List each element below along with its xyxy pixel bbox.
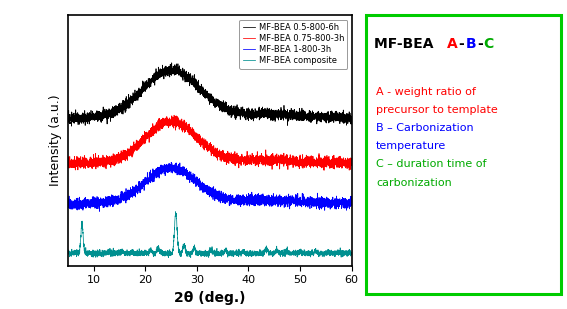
Line: MF-BEA 0.5-800-6h: MF-BEA 0.5-800-6h bbox=[68, 63, 352, 126]
MF-BEA 1-800-3h bbox=[65, 197, 71, 200]
MF-BEA 1-800-3h bbox=[325, 204, 332, 208]
MF-BEA composite bbox=[184, 252, 191, 255]
MF-BEA composite bbox=[65, 251, 71, 254]
MF-BEA 0.5-800-6h bbox=[186, 76, 193, 80]
Text: carbonization: carbonization bbox=[376, 178, 452, 188]
MF-BEA 0.75-800-3h bbox=[340, 160, 346, 164]
X-axis label: 2θ (deg.): 2θ (deg.) bbox=[174, 291, 246, 305]
MF-BEA composite bbox=[186, 253, 193, 257]
Line: MF-BEA 1-800-3h: MF-BEA 1-800-3h bbox=[68, 162, 352, 211]
Text: temperature: temperature bbox=[376, 141, 446, 151]
Text: C – duration time of: C – duration time of bbox=[376, 159, 486, 169]
MF-BEA 0.75-800-3h bbox=[184, 125, 191, 129]
MF-BEA composite bbox=[165, 256, 172, 260]
Text: -: - bbox=[458, 37, 464, 51]
MF-BEA composite bbox=[270, 250, 277, 253]
MF-BEA 0.5-800-6h bbox=[184, 76, 191, 79]
MF-BEA 0.75-800-3h bbox=[171, 113, 177, 117]
Text: precursor to template: precursor to template bbox=[376, 105, 498, 115]
MF-BEA 0.75-800-3h bbox=[65, 159, 71, 163]
MF-BEA 0.75-800-3h bbox=[320, 168, 327, 172]
Text: A: A bbox=[447, 37, 458, 51]
MF-BEA 0.75-800-3h bbox=[270, 156, 277, 159]
MF-BEA 0.5-800-6h bbox=[270, 115, 277, 119]
MF-BEA 0.75-800-3h bbox=[348, 163, 355, 167]
MF-BEA 0.5-800-6h bbox=[65, 115, 71, 118]
Text: A - weight ratio of: A - weight ratio of bbox=[376, 87, 476, 96]
Line: MF-BEA composite: MF-BEA composite bbox=[68, 212, 352, 258]
MF-BEA 0.5-800-6h bbox=[168, 61, 175, 65]
MF-BEA composite bbox=[172, 210, 179, 214]
MF-BEA composite bbox=[348, 252, 355, 256]
MF-BEA 0.5-800-6h bbox=[348, 122, 355, 126]
MF-BEA 1-800-3h bbox=[184, 172, 191, 176]
MF-BEA 1-800-3h bbox=[186, 175, 193, 179]
MF-BEA 0.75-800-3h bbox=[200, 140, 206, 143]
MF-BEA 0.75-800-3h bbox=[325, 157, 332, 161]
Text: -: - bbox=[477, 37, 483, 51]
MF-BEA 0.5-800-6h bbox=[325, 119, 332, 122]
MF-BEA 1-800-3h bbox=[348, 203, 355, 207]
MF-BEA 0.5-800-6h bbox=[200, 89, 206, 93]
Text: B – Carbonization: B – Carbonization bbox=[376, 123, 473, 133]
MF-BEA 0.5-800-6h bbox=[68, 124, 75, 128]
MF-BEA 1-800-3h bbox=[270, 203, 277, 206]
Text: C: C bbox=[484, 37, 494, 51]
Text: B: B bbox=[466, 37, 476, 51]
Y-axis label: Intensity (a.u.): Intensity (a.u.) bbox=[49, 95, 62, 186]
MF-BEA composite bbox=[340, 252, 346, 256]
MF-BEA 1-800-3h bbox=[340, 199, 346, 203]
MF-BEA 1-800-3h bbox=[168, 160, 175, 164]
Line: MF-BEA 0.75-800-3h: MF-BEA 0.75-800-3h bbox=[68, 115, 352, 170]
MF-BEA composite bbox=[200, 253, 206, 256]
MF-BEA 0.5-800-6h bbox=[340, 112, 346, 116]
Text: MF-BEA: MF-BEA bbox=[374, 37, 443, 51]
MF-BEA composite bbox=[325, 249, 332, 252]
MF-BEA 1-800-3h bbox=[200, 189, 206, 193]
MF-BEA 1-800-3h bbox=[96, 210, 103, 213]
MF-BEA 0.75-800-3h bbox=[186, 122, 193, 126]
Legend: MF-BEA 0.5-800-6h, MF-BEA 0.75-800-3h, MF-BEA 1-800-3h, MF-BEA composite: MF-BEA 0.5-800-6h, MF-BEA 0.75-800-3h, M… bbox=[239, 19, 348, 69]
